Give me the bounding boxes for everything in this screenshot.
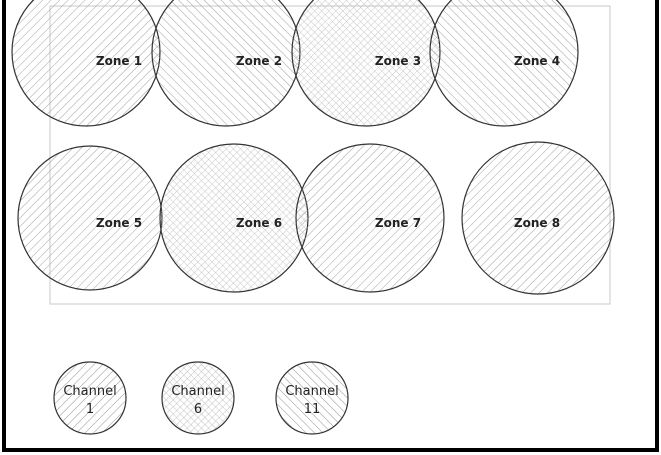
legend-channel-6-label-line1: Channel [171, 384, 224, 399]
legend-channel-6-swatch [161, 361, 235, 435]
zone-2-label: Zone 2 [236, 54, 282, 68]
legend-channel-11-label-line2: 11 [304, 402, 321, 417]
zone-4-label: Zone 4 [514, 54, 560, 68]
legend-channel-11-swatch [275, 361, 349, 435]
zone-3-label: Zone 3 [375, 54, 421, 68]
legend-channel-1-label-line2: 1 [86, 402, 94, 417]
zones-layer [11, 0, 615, 295]
legend-channel-11-label-line1: Channel [285, 384, 338, 399]
zone-4-circle [429, 0, 579, 127]
zone-6-label: Zone 6 [236, 216, 282, 230]
zone-8-label: Zone 8 [514, 216, 560, 230]
legend-layer: Channel 1 Channel 6 Channel 11 [53, 361, 349, 435]
zone-labels-layer: Zone 1 Zone 2 Zone 3 Zone 4 Zone 5 Zone 6 Zone… [96, 54, 560, 230]
zone-8-circle [461, 141, 615, 295]
zone-1-label: Zone 1 [96, 54, 142, 68]
legend-channel-1-label-line1: Channel [63, 384, 116, 399]
zone-7-label: Zone 7 [375, 216, 421, 230]
zone-6-circle [159, 143, 309, 293]
legend-channel-1-swatch [53, 361, 127, 435]
zone-5-label: Zone 5 [96, 216, 142, 230]
legend-channel-6-label-line2: 6 [194, 402, 202, 417]
zone-7-circle [295, 143, 445, 293]
